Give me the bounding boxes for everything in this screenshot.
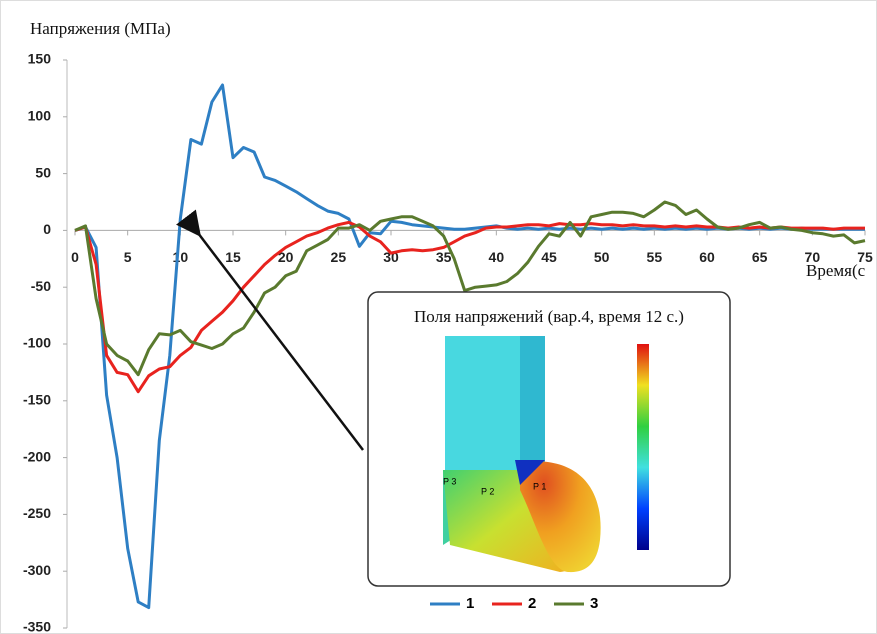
- x-tick-label: 15: [225, 249, 241, 265]
- y-tick-label: -200: [23, 448, 51, 464]
- chart: Напряжения (МПа) Время(с -350-300-250-20…: [0, 0, 877, 634]
- x-tick-label: 10: [173, 249, 189, 265]
- x-tick-label: 0: [71, 249, 79, 265]
- y-tick-label: 50: [35, 164, 51, 180]
- x-tick-label: 55: [647, 249, 663, 265]
- x-tick-label: 70: [805, 249, 821, 265]
- point-label: P 2: [481, 486, 494, 496]
- inset-title: Поля напряжений (вар.4, время 12 с.): [414, 307, 684, 326]
- x-tick-label: 45: [541, 249, 557, 265]
- legend-label: 1: [466, 595, 474, 612]
- y-tick-label: -300: [23, 562, 51, 578]
- y-tick-label: 0: [43, 221, 51, 237]
- x-tick-label: 75: [857, 249, 873, 265]
- legend-label: 2: [528, 595, 536, 612]
- y-tick-label: -150: [23, 392, 51, 408]
- x-tick-label: 50: [594, 249, 610, 265]
- y-tick-label: -350: [23, 619, 51, 634]
- y-tick-label: 100: [28, 108, 52, 124]
- y-tick-label: -50: [31, 278, 51, 294]
- legend-label: 3: [590, 595, 598, 612]
- x-tick-label: 65: [752, 249, 768, 265]
- x-tick-label: 25: [331, 249, 347, 265]
- color-bar: [637, 344, 649, 550]
- x-tick-label: 60: [699, 249, 715, 265]
- point-label: P 1: [533, 481, 546, 491]
- y-tick-label: -100: [23, 335, 51, 351]
- point-label: P 3: [443, 476, 456, 486]
- inset: Поля напряжений (вар.4, время 12 с.) P 3…: [368, 292, 730, 586]
- y-tick-label: -250: [23, 505, 51, 521]
- y-axis-title: Напряжения (МПа): [30, 19, 171, 38]
- x-tick-label: 5: [124, 249, 132, 265]
- x-tick-label: 40: [489, 249, 505, 265]
- stem-side: [520, 336, 545, 476]
- y-tick-label: 150: [28, 51, 52, 67]
